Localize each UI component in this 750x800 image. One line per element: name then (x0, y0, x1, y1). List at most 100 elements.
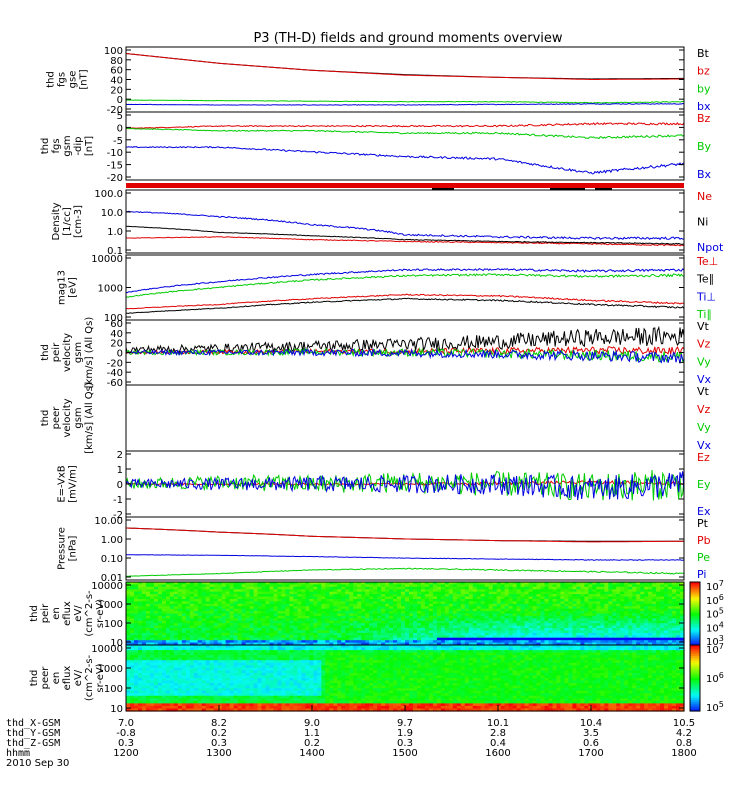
spectrogram-cell (197, 640, 203, 644)
spectrogram-cell (456, 635, 462, 639)
spectrogram-cell (365, 645, 370, 649)
spectrogram-cell (556, 647, 562, 651)
spectrogram-cell (560, 589, 565, 593)
spectrogram-cell (520, 615, 526, 619)
spectrogram-cell (138, 640, 143, 644)
spectrogram-cell (185, 662, 191, 666)
spectrogram-cell (644, 611, 649, 615)
spectrogram-cell (193, 618, 199, 622)
spectrogram-cell (644, 640, 649, 644)
spectrogram-cell (126, 613, 131, 617)
spectrogram-cell (169, 613, 175, 617)
spectrogram-cell (608, 618, 613, 622)
colorbar-cell (690, 621, 700, 625)
spectrogram-cell (508, 642, 514, 646)
spectrogram-cell (424, 655, 430, 659)
spectrogram-cell (568, 650, 573, 654)
spectrogram-cell (532, 645, 538, 649)
spectrogram-cell (672, 652, 677, 656)
spectrogram-cell (500, 620, 506, 624)
spectrogram-cell (197, 591, 203, 595)
spectrogram-cell (309, 662, 314, 666)
spectrogram-cell (325, 603, 330, 607)
spectrogram-cell (524, 645, 530, 649)
spectrogram-cell (233, 637, 239, 641)
spectrogram-cell (428, 623, 434, 627)
spectrogram-cell (245, 594, 251, 598)
spectrogram-cell (405, 601, 410, 605)
spectrogram-cell (572, 601, 577, 605)
spectrogram-cell (157, 625, 163, 629)
spectrogram-cell (420, 606, 426, 610)
spectrogram-cell (385, 650, 390, 654)
spectrogram-cell (241, 628, 247, 631)
spectrogram-cell (253, 584, 259, 588)
spectrogram-cell (508, 603, 514, 607)
spectrogram-cell (564, 645, 569, 649)
spectrogram-cell (153, 608, 159, 612)
spectrogram-cell (656, 608, 661, 612)
spectrogram-cell (464, 625, 470, 629)
spectrogram-cell (321, 655, 326, 659)
spectrogram-cell (512, 589, 518, 593)
spectrogram-cell (297, 603, 302, 607)
spectrogram-cell (680, 591, 685, 595)
spectrogram-cell (456, 637, 462, 641)
spectrogram-cell (640, 618, 645, 622)
spectrogram-cell (193, 615, 199, 619)
spectrogram-cell (548, 584, 554, 588)
spectrogram-cell (476, 613, 482, 617)
spectrogram-cell (648, 606, 653, 610)
spectrogram-cell (648, 623, 653, 627)
spectrogram-cell (516, 586, 522, 590)
spectrogram-cell (409, 662, 414, 666)
spectrogram-cell (345, 620, 350, 624)
spectrogram-cell (620, 613, 625, 617)
spectrogram-cell (353, 640, 358, 644)
spectrogram-cell (241, 613, 247, 617)
spectrogram-cell (664, 613, 669, 617)
spectrogram-cell (185, 596, 191, 600)
spectrogram-cell (177, 632, 183, 636)
spectrogram-cell (305, 618, 310, 622)
spectrogram-cell (389, 589, 394, 593)
spectrogram-cell (217, 635, 223, 639)
spectrogram-cell (249, 594, 255, 598)
spectrogram-cell (580, 632, 585, 636)
spectrogram-cell (600, 660, 605, 664)
spectrogram-cell (544, 611, 550, 615)
spectrogram-cell (452, 584, 458, 588)
panel-frame (125, 189, 685, 254)
spectrogram-cell (448, 652, 454, 656)
spectrogram-cell (361, 618, 366, 622)
spectrogram-cell (656, 596, 661, 600)
spectrogram-cell (221, 591, 227, 595)
spectrogram-cell (201, 608, 207, 612)
spectrogram-cell (616, 606, 621, 610)
spectrogram-cell (225, 650, 231, 654)
spectrogram-cell (341, 642, 346, 646)
spectrogram-cell (130, 620, 135, 624)
y-tick-label: -60 (107, 378, 123, 389)
spectrogram-cell (464, 632, 470, 636)
colorbar-cell (690, 607, 700, 610)
spectrogram-cell (145, 650, 151, 654)
spectrogram-cell (389, 601, 394, 605)
spectrogram-cell (217, 660, 223, 664)
spectrogram-cell (448, 594, 454, 598)
spectrogram-cell (193, 584, 199, 588)
spectrogram-cell (612, 647, 617, 651)
spectrogram-cell (281, 657, 286, 661)
spectrogram-cell (353, 596, 358, 600)
spectrogram-cell (345, 630, 350, 634)
spectrogram-cell (528, 645, 534, 649)
spectrogram-cell (317, 611, 322, 615)
spectrogram-cell (269, 591, 275, 595)
spectrogram-cell (448, 620, 454, 624)
spectrogram-cell (652, 640, 657, 644)
spectrogram-cell (428, 647, 434, 651)
spectrogram-cell (273, 599, 279, 602)
spectrogram-cell (357, 647, 362, 651)
y-tick-label: 10 (110, 638, 123, 649)
spectrogram-cell (321, 618, 326, 622)
